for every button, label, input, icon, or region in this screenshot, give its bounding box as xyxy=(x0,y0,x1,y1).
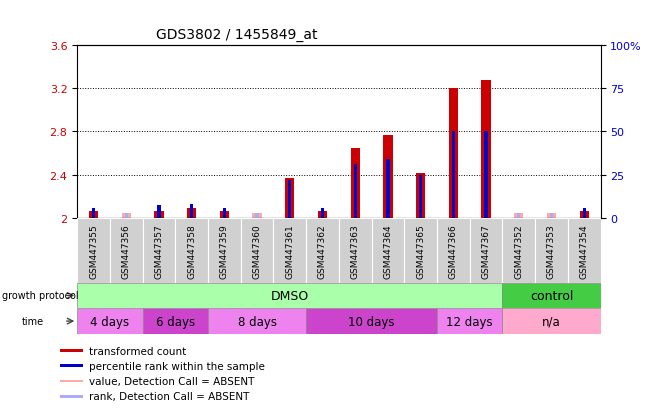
Text: 12 days: 12 days xyxy=(446,315,493,328)
Text: transformed count: transformed count xyxy=(89,346,187,356)
Bar xyxy=(274,219,306,283)
Text: GSM447360: GSM447360 xyxy=(252,223,262,278)
Bar xyxy=(437,309,503,334)
Text: GSM447356: GSM447356 xyxy=(121,223,131,278)
Bar xyxy=(60,349,83,352)
Bar xyxy=(503,309,601,334)
Bar xyxy=(535,219,568,283)
Text: GSM447365: GSM447365 xyxy=(416,223,425,278)
Text: GSM447363: GSM447363 xyxy=(351,223,360,278)
Text: GSM447357: GSM447357 xyxy=(154,223,164,278)
Bar xyxy=(175,219,208,283)
Bar xyxy=(220,211,229,219)
Bar xyxy=(121,214,131,219)
Bar xyxy=(404,219,437,283)
Bar xyxy=(77,283,503,309)
Bar xyxy=(306,219,339,283)
Text: value, Detection Call = ABSENT: value, Detection Call = ABSENT xyxy=(89,376,254,386)
Bar xyxy=(386,159,390,219)
Text: GSM447358: GSM447358 xyxy=(187,223,196,278)
Bar xyxy=(92,208,95,219)
Bar xyxy=(547,214,556,219)
Text: rank, Detection Call = ABSENT: rank, Detection Call = ABSENT xyxy=(89,392,250,401)
Text: DMSO: DMSO xyxy=(270,289,309,302)
Text: 10 days: 10 days xyxy=(348,315,395,328)
Text: GSM447359: GSM447359 xyxy=(220,223,229,278)
Text: 4 days: 4 days xyxy=(91,315,130,328)
Bar xyxy=(318,211,327,219)
Bar xyxy=(60,365,83,367)
Text: GSM447364: GSM447364 xyxy=(383,224,393,278)
Text: 8 days: 8 days xyxy=(238,315,276,328)
Text: percentile rank within the sample: percentile rank within the sample xyxy=(89,361,265,371)
Bar xyxy=(142,309,208,334)
Text: GSM447362: GSM447362 xyxy=(318,224,327,278)
Bar xyxy=(514,214,523,219)
Bar xyxy=(449,89,458,219)
Bar xyxy=(241,219,274,283)
Text: n/a: n/a xyxy=(542,315,561,328)
Bar xyxy=(89,211,98,219)
Bar xyxy=(416,173,425,219)
Bar xyxy=(256,214,259,219)
Bar xyxy=(60,380,83,382)
Bar xyxy=(517,214,521,219)
Text: control: control xyxy=(530,289,573,302)
Bar xyxy=(125,214,128,219)
Bar xyxy=(285,179,295,219)
Bar xyxy=(142,219,175,283)
Text: GSM447361: GSM447361 xyxy=(285,223,295,278)
Bar xyxy=(77,309,142,334)
Bar xyxy=(190,205,193,219)
Bar xyxy=(568,219,601,283)
Bar xyxy=(60,395,83,398)
Bar xyxy=(77,219,110,283)
Bar xyxy=(503,283,601,309)
Bar xyxy=(351,148,360,219)
Bar xyxy=(306,309,437,334)
Bar xyxy=(372,219,404,283)
Bar xyxy=(339,219,372,283)
Bar xyxy=(383,135,393,219)
Bar xyxy=(208,219,241,283)
Bar xyxy=(470,219,503,283)
Bar xyxy=(550,214,553,219)
Bar xyxy=(484,132,488,219)
Bar xyxy=(580,211,588,219)
Text: GSM447352: GSM447352 xyxy=(514,224,523,278)
Bar xyxy=(157,206,160,219)
Text: growth protocol: growth protocol xyxy=(2,291,79,301)
Bar xyxy=(321,208,324,219)
Text: 6 days: 6 days xyxy=(156,315,195,328)
Bar xyxy=(154,211,164,219)
Bar xyxy=(503,219,535,283)
Text: GSM447354: GSM447354 xyxy=(580,224,588,278)
Bar xyxy=(208,309,306,334)
Text: GSM447353: GSM447353 xyxy=(547,223,556,278)
Bar xyxy=(582,208,586,219)
Bar xyxy=(354,165,357,219)
Bar xyxy=(252,214,262,219)
Bar xyxy=(187,208,196,219)
Bar xyxy=(437,219,470,283)
Text: GSM447366: GSM447366 xyxy=(449,223,458,278)
Bar xyxy=(482,81,491,219)
Bar xyxy=(288,181,291,219)
Bar xyxy=(110,219,142,283)
Bar xyxy=(452,132,455,219)
Text: time: time xyxy=(21,316,44,326)
Text: GSM447355: GSM447355 xyxy=(89,223,98,278)
Text: GDS3802 / 1455849_at: GDS3802 / 1455849_at xyxy=(156,28,317,42)
Bar xyxy=(419,176,422,219)
Text: GSM447367: GSM447367 xyxy=(482,223,491,278)
Bar xyxy=(223,208,226,219)
